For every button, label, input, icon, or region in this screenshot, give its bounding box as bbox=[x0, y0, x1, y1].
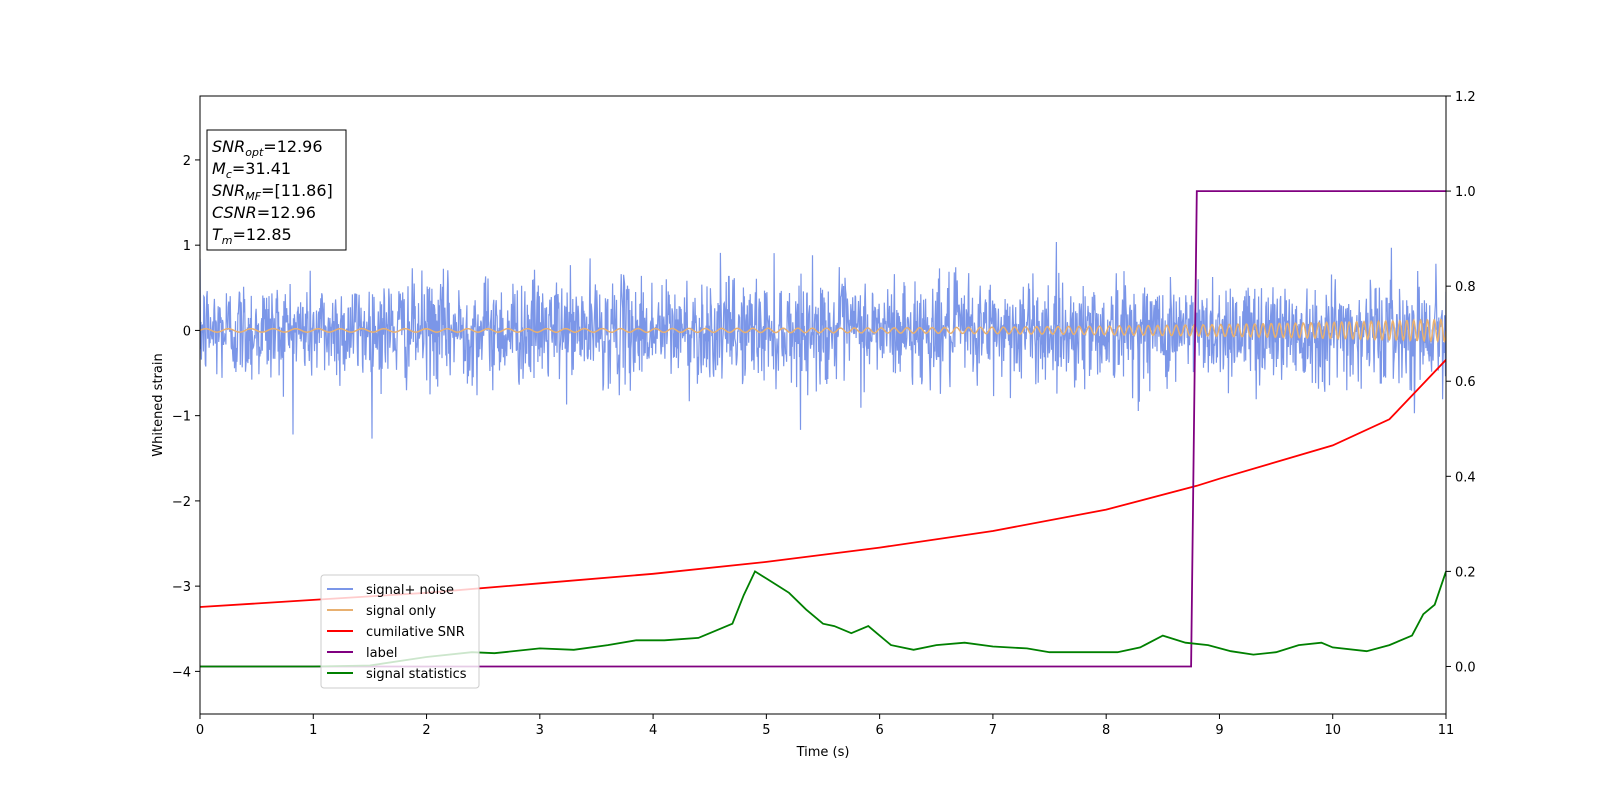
y-tick-label: −3 bbox=[172, 580, 191, 595]
y2-tick-label: 0.8 bbox=[1455, 280, 1476, 295]
annotation-line: CSNR=12.96 bbox=[212, 203, 316, 222]
plot-frame bbox=[199, 95, 1447, 715]
y2-tick-label: 0.4 bbox=[1455, 470, 1476, 485]
y2-tick-label: 0.6 bbox=[1455, 375, 1476, 390]
y-axis-right: 1.2 1.0 0.8 0.6 0.4 0.2 0.0 bbox=[1446, 90, 1476, 675]
y-axis-label: Whitened strain bbox=[151, 353, 166, 456]
y2-tick-label: 1.0 bbox=[1455, 185, 1476, 200]
y2-tick-label: 0.0 bbox=[1455, 660, 1476, 675]
legend-entry: signal+ noise bbox=[366, 583, 454, 598]
legend-entry: signal only bbox=[366, 604, 436, 619]
y-tick-label: 2 bbox=[183, 154, 191, 169]
x-tick-label: 3 bbox=[536, 723, 544, 738]
x-tick-label: 5 bbox=[762, 723, 770, 738]
x-axis-label: Time (s) bbox=[796, 745, 850, 760]
series-signal-statistics bbox=[200, 570, 1446, 668]
y-tick-label: −4 bbox=[172, 665, 191, 680]
x-tick-label: 6 bbox=[875, 723, 883, 738]
x-tick-label: 2 bbox=[422, 723, 430, 738]
legend-entry: signal statistics bbox=[366, 667, 467, 682]
y-tick-label: 0 bbox=[183, 324, 191, 339]
series-cumilative-snr bbox=[200, 359, 1446, 608]
y-tick-label: 1 bbox=[183, 239, 191, 254]
legend: signal+ noise signal only cumilative SNR la… bbox=[320, 574, 480, 689]
x-tick-label: 1 bbox=[309, 723, 317, 738]
x-tick-label: 9 bbox=[1215, 723, 1223, 738]
annotation-frame bbox=[206, 129, 347, 251]
series-signal-noise bbox=[200, 241, 1446, 439]
annotation-line: SNRMF=[11.86] bbox=[212, 181, 333, 203]
legend-entry: cumilative SNR bbox=[366, 625, 465, 640]
x-tick-label: 4 bbox=[649, 723, 657, 738]
legend-frame bbox=[320, 574, 480, 689]
legend-entry: label bbox=[366, 646, 397, 661]
y-tick-label: −2 bbox=[172, 495, 191, 510]
y2-tick-label: 1.2 bbox=[1455, 90, 1476, 105]
x-tick-label: 10 bbox=[1324, 723, 1341, 738]
annotation-line: SNRopt=12.96 bbox=[212, 137, 323, 159]
y-axis-left: 2 1 0 −1 −2 −3 −4 bbox=[172, 154, 200, 680]
series-label bbox=[200, 190, 1446, 668]
annotation-line: Tm=12.85 bbox=[212, 225, 292, 247]
y-tick-label: −1 bbox=[172, 410, 191, 425]
annotation-line: Mc=31.41 bbox=[212, 159, 291, 181]
x-tick-label: 7 bbox=[989, 723, 997, 738]
annotation-box: SNRopt=12.96Mc=31.41SNRMF=[11.86]CSNR=12… bbox=[206, 129, 347, 251]
x-tick-label: 0 bbox=[196, 723, 204, 738]
x-tick-label: 11 bbox=[1438, 723, 1455, 738]
x-axis: 0 1 2 3 4 5 6 7 8 9 10 11 bbox=[196, 714, 1454, 738]
y2-tick-label: 0.2 bbox=[1455, 565, 1476, 580]
x-tick-label: 8 bbox=[1102, 723, 1110, 738]
series-signal-only bbox=[200, 318, 1446, 344]
